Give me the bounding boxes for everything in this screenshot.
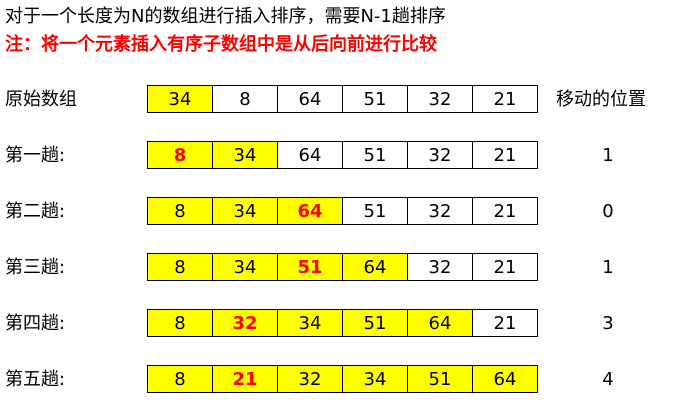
array-cell: 51 (343, 85, 408, 113)
array-cell: 64 (473, 365, 538, 393)
array-row: 8 32 34 51 64 21 (147, 309, 538, 337)
array-cell: 8 (148, 309, 213, 337)
array-cell: 8 (213, 85, 278, 113)
array-row: 8 34 64 51 32 21 (147, 197, 538, 225)
row-label: 第四趟: (5, 313, 66, 334)
array-row: 8 21 32 34 51 64 (147, 365, 538, 393)
array-cell: 34 (343, 365, 408, 393)
move-count: 4 (602, 369, 614, 390)
array-row: 8 34 51 64 32 21 (147, 253, 538, 281)
array-cell: 64 (408, 309, 473, 337)
array-cell: 64 (278, 85, 343, 113)
array-cell: 64 (278, 141, 343, 169)
array-cell: 21 (473, 253, 538, 281)
array-cell: 34 (213, 141, 278, 169)
array-cell: 34 (213, 253, 278, 281)
array-cell: 51 (408, 365, 473, 393)
array-cell: 34 (148, 85, 213, 113)
array-cell: 32 (408, 85, 473, 113)
array-cell: 32 (278, 365, 343, 393)
row-label: 第一趟: (5, 145, 66, 166)
array-cell: 32 (408, 253, 473, 281)
array-cell: 8 (148, 253, 213, 281)
array-cell: 51 (278, 253, 343, 281)
array-cell: 21 (473, 309, 538, 337)
array-cell: 51 (343, 197, 408, 225)
move-count: 1 (602, 145, 614, 166)
array-cell: 64 (278, 197, 343, 225)
row-label: 第五趟: (5, 369, 66, 390)
move-count: 0 (602, 201, 614, 222)
array-cell: 34 (213, 197, 278, 225)
array-cell: 8 (148, 197, 213, 225)
array-cell: 32 (213, 309, 278, 337)
comparison-note: 注：将一个元素插入有序子数组中是从后向前进行比较 (5, 34, 437, 55)
row-label: 第三趟: (5, 257, 66, 278)
array-cell: 21 (473, 85, 538, 113)
diagram-title: 对于一个长度为N的数组进行插入排序，需要N-1趟排序 (5, 6, 446, 27)
array-cell: 21 (473, 141, 538, 169)
array-cell: 64 (343, 253, 408, 281)
array-row: 34 8 64 51 32 21 (147, 85, 538, 113)
row-label: 第二趟: (5, 201, 66, 222)
array-cell: 21 (213, 365, 278, 393)
array-cell: 34 (278, 309, 343, 337)
move-count: 1 (602, 257, 614, 278)
array-cell: 32 (408, 197, 473, 225)
array-cell: 8 (148, 141, 213, 169)
array-cell: 8 (148, 365, 213, 393)
array-cell: 32 (408, 141, 473, 169)
row-label: 原始数组 (5, 89, 77, 110)
array-cell: 21 (473, 197, 538, 225)
position-header: 移动的位置 (556, 89, 646, 110)
array-row: 8 34 64 51 32 21 (147, 141, 538, 169)
array-cell: 51 (343, 141, 408, 169)
move-count: 3 (602, 313, 614, 334)
array-cell: 51 (343, 309, 408, 337)
